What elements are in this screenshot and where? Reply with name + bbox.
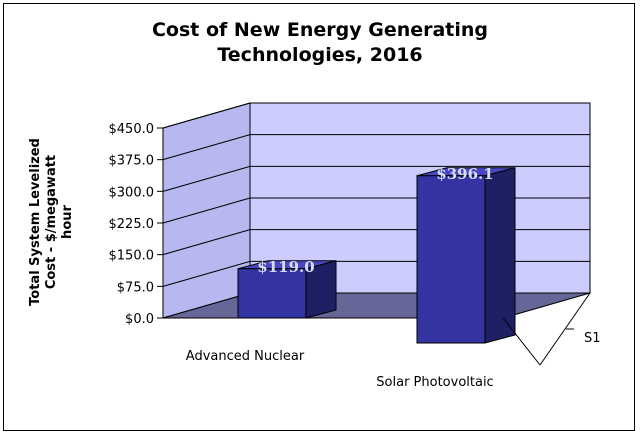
y-tick-label: $375.0: [109, 154, 155, 169]
gridline: [162, 102, 590, 129]
bar-side: [484, 167, 516, 344]
bar-1: $119.0: [237, 258, 337, 319]
y-tick-label: $450.0: [109, 122, 155, 137]
y-tick-label: $0.0: [125, 312, 154, 327]
x-category-label: Advanced Nuclear: [186, 349, 305, 364]
chart-title-line-1: Cost of New Energy Generating: [151, 19, 489, 41]
depth-axis: S1: [502, 292, 601, 366]
x-axis-line: [502, 317, 541, 366]
depth-axis-line: [539, 292, 591, 366]
y-tick-label: $150.0: [109, 249, 155, 264]
y-tick-label: $300.0: [109, 185, 155, 200]
y-tick-label: $75.0: [117, 280, 154, 295]
bars: $119.0 $396.1: [237, 165, 516, 344]
data-label: $396.1: [436, 165, 493, 183]
series-label: S1: [584, 331, 601, 346]
x-axis-categories: Advanced Nuclear Solar Photovoltaic: [186, 349, 494, 390]
y-tick-label: $225.0: [109, 217, 155, 232]
chart-title: Cost of New Energy Generating Technologi…: [0, 18, 640, 68]
gridline: [162, 165, 590, 192]
bar-2: $396.1: [416, 165, 516, 344]
y-axis-ticks: $0.0 $75.0 $150.0 $225.0 $300.0 $375.0 $450.0: [109, 122, 164, 327]
gridline: [162, 134, 590, 161]
bar-front: [416, 175, 486, 344]
data-label: $119.0: [257, 258, 314, 276]
x-category-label: Solar Photovoltaic: [376, 375, 493, 390]
bar-front: [237, 268, 307, 319]
chart-title-line-2: Technologies, 2016: [217, 44, 423, 66]
